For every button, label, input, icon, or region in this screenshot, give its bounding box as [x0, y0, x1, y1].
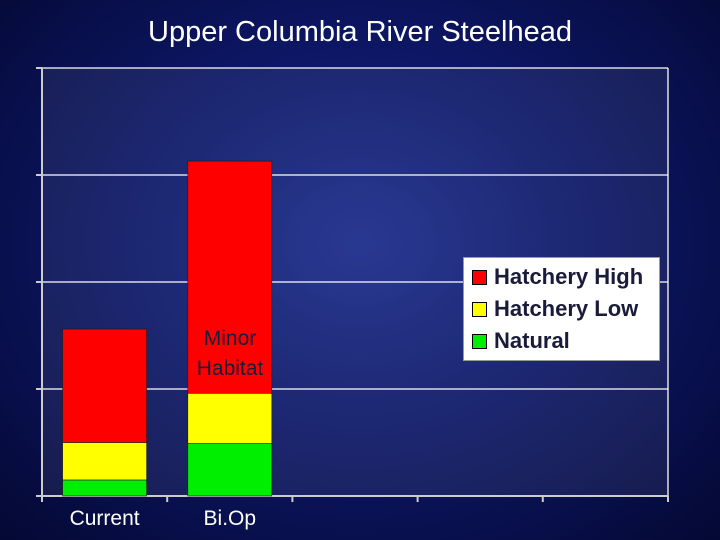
x-tick-label: Current: [70, 507, 140, 530]
bar-hatchery-high-current: [62, 328, 147, 443]
legend-label-hatchery-high: Hatchery High: [494, 264, 644, 289]
annotation-line-1: Minor: [203, 327, 257, 350]
legend-swatch-hatchery-low: [472, 301, 487, 317]
legend-label-hatchery-low: Hatchery Low: [494, 296, 639, 321]
legend-item-hatchery-high: Hatchery High: [472, 264, 651, 290]
bar-hatchery-low-current: [62, 442, 147, 481]
minor-habitat-annotation: Minor Habitat: [186, 324, 274, 384]
bar-natural-bi-op: [187, 443, 273, 497]
legend: Hatchery High Hatchery Low Natural: [463, 257, 660, 361]
bar-natural-current: [62, 479, 147, 497]
legend-label-natural: Natural: [494, 328, 570, 353]
x-tick-label: Bi.Op: [204, 507, 257, 530]
annotation-line-2: Habitat: [196, 357, 264, 380]
legend-item-natural: Natural: [472, 328, 651, 354]
legend-swatch-hatchery-high: [472, 269, 487, 285]
legend-swatch-natural: [472, 333, 487, 349]
bar-hatchery-low-bi-op: [187, 392, 273, 444]
legend-item-hatchery-low: Hatchery Low: [472, 296, 651, 322]
bar-hatchery-high-bi-op: [187, 160, 273, 394]
chart-title: Upper Columbia River Steelhead: [148, 16, 572, 48]
